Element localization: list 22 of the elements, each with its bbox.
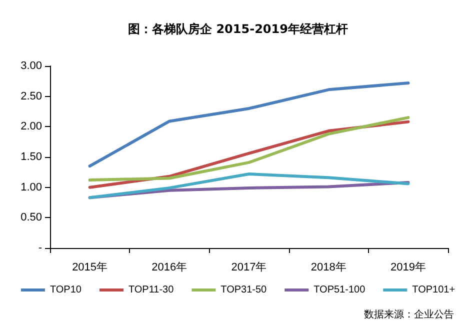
legend-label: TOP10 [50,284,82,296]
line-series [88,116,410,182]
x-tick-label: 2016年 [152,262,188,274]
x-tick-label: 2019年 [390,262,426,274]
legend-label: TOP31-50 [220,284,268,296]
y-tick-label: 2.50 [20,90,42,102]
x-tick-label: 2015年 [72,262,108,274]
line-series [88,81,410,168]
chart-title: 图：各梯队房企 2015-2019年经营杠杆 [128,22,348,36]
y-tick-label: 1.00 [20,181,42,194]
y-tick-label: 2.00 [20,120,42,133]
line-series [88,172,410,200]
x-tick-label: 2018年 [310,262,346,274]
y-tick-label: 0.50 [20,212,42,224]
y-tick-label: - [38,242,42,254]
legend-label: TOP11-30 [128,284,174,296]
source-note: 数据来源：企业公告 [364,308,454,320]
x-tick-label: 2017年 [231,262,267,274]
y-tick-label: 1.50 [20,151,42,163]
legend-label: TOP101+ [412,284,456,296]
legend-label: TOP51-100 [314,284,366,296]
y-tick-label: 3.00 [20,60,42,72]
